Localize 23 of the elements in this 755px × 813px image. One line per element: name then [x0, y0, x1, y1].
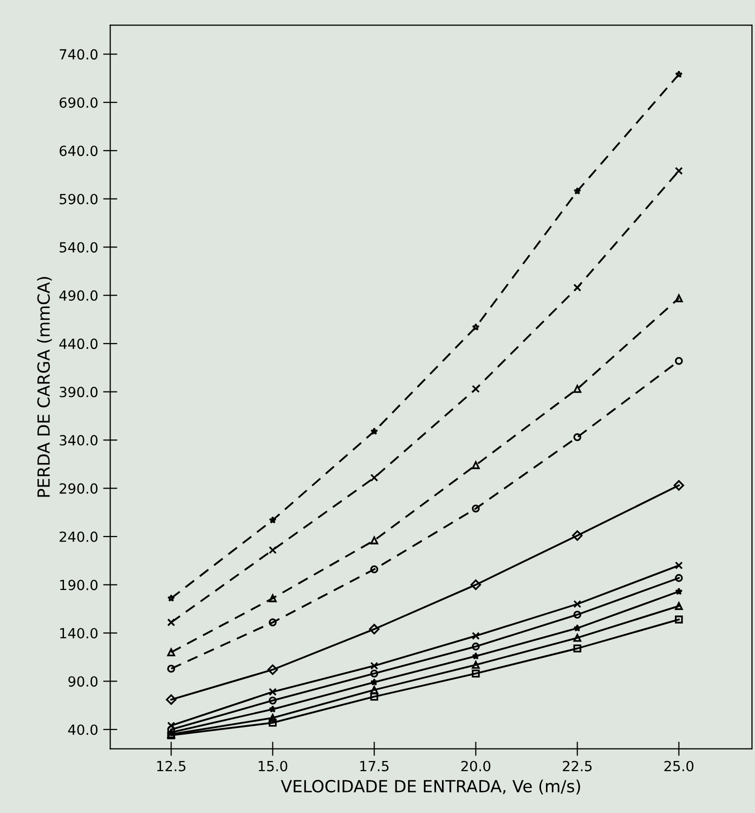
- y-tick-label: 440.0: [59, 338, 98, 350]
- y-tick-label: 390.0: [60, 386, 98, 398]
- y-tick-label: 690.0: [60, 97, 98, 108]
- y-tick-label: 140.0: [60, 628, 98, 638]
- y-tick-label: 40.0: [68, 724, 98, 735]
- y-tick-label: 540.0: [60, 242, 98, 253]
- y-tick-label: 90.0: [68, 676, 98, 687]
- x-tick-label: 12.5: [157, 760, 186, 772]
- x-tick-label: 17.5: [360, 761, 388, 772]
- y-tick-label: 340.0: [60, 435, 98, 446]
- x-tick-label: 15.0: [258, 760, 288, 772]
- y-tick-label: 590.0: [60, 194, 98, 204]
- y-tick-label: 240.0: [60, 531, 98, 542]
- x-tick-label: 20.0: [461, 760, 490, 772]
- y-tick-label: 740.0: [60, 49, 98, 60]
- y-axis-title: PERDA DE CARGA (mmCA): [36, 277, 52, 497]
- y-tick-label: 190.0: [60, 580, 98, 590]
- x-tick-label: 25.0: [664, 760, 694, 772]
- y-tick-label: 490.0: [59, 290, 98, 301]
- x-tick-label: 22.5: [562, 760, 592, 772]
- y-tick-label: 640.0: [60, 146, 98, 156]
- x-axis-title: VELOCIDADE DE ENTRADA, Ve (m/s): [280, 780, 580, 794]
- y-tick-label: 290.0: [60, 483, 98, 494]
